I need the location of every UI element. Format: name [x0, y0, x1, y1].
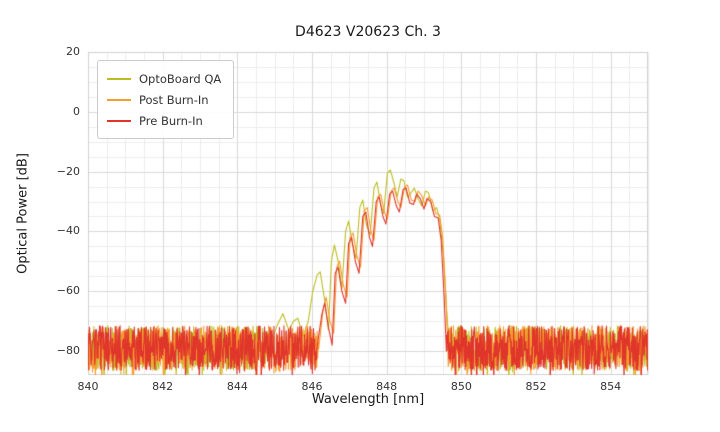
- x-tick-label: 850: [450, 380, 472, 393]
- x-tick-label: 840: [77, 380, 99, 393]
- legend-item: OptoBoard QA: [107, 68, 221, 89]
- legend-line-swatch: [107, 98, 131, 101]
- x-tick-label: 852: [525, 380, 547, 393]
- y-tick-label: 0: [73, 104, 80, 118]
- x-tick-label: 854: [600, 380, 622, 393]
- legend-item: Pre Burn-In: [107, 110, 221, 131]
- x-tick-label: 842: [152, 380, 174, 393]
- y-axis-label: Optical Power [dB]: [15, 153, 31, 274]
- y-tick-label: −80: [56, 344, 80, 358]
- chart-title: D4623 V20623 Ch. 3: [295, 24, 441, 40]
- legend-line-swatch: [107, 119, 131, 122]
- x-tick-label: 846: [301, 380, 323, 393]
- y-tick-label: −60: [56, 284, 80, 298]
- legend: OptoBoard QA Post Burn-In Pre Burn-In: [97, 60, 235, 139]
- y-tick-label: −20: [56, 164, 80, 178]
- x-tick-label: 848: [376, 380, 398, 393]
- legend-line-swatch: [107, 77, 131, 80]
- y-tick-label: −40: [56, 224, 80, 238]
- legend-item: Post Burn-In: [107, 89, 221, 110]
- legend-label: OptoBoard QA: [139, 71, 222, 86]
- x-axis-label: Wavelength [nm]: [311, 392, 425, 407]
- y-tick-label: 20: [66, 45, 80, 58]
- x-tick-label: 844: [226, 380, 248, 393]
- legend-label: Post Burn-In: [139, 92, 209, 107]
- legend-label: Pre Burn-In: [139, 113, 203, 128]
